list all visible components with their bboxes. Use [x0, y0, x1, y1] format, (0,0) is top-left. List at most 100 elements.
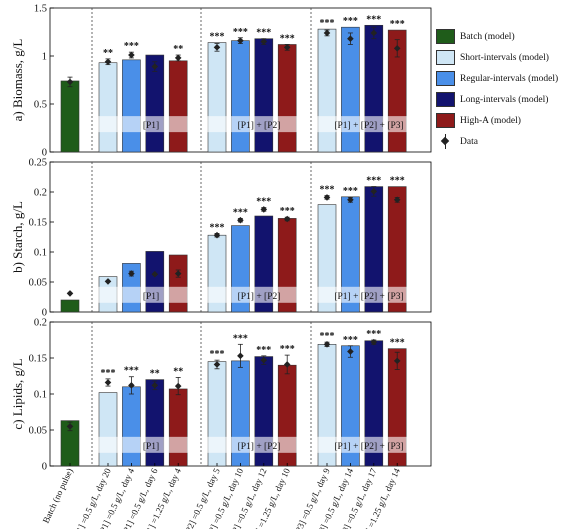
data-point-1-12 [393, 196, 401, 204]
legend-swatch-batch [436, 29, 455, 44]
data-point-1-10 [347, 196, 354, 204]
data-point-1-4 [174, 270, 182, 277]
significance-1-6: *** [233, 207, 248, 218]
y-tick-label-2-4: 0.2 [34, 318, 47, 329]
significance-2-8: *** [280, 344, 295, 355]
bar-2-1 [98, 392, 118, 467]
data-point-0-0 [66, 78, 74, 86]
bar-1-4 [168, 254, 188, 313]
bar-0-9 [317, 28, 337, 153]
data-point-1-2 [128, 270, 135, 277]
group-label-0-2: [P1] + [P2] + [P3] [334, 121, 403, 131]
legend-item-batch: Batch (model) [436, 28, 564, 45]
data-point-0-11 [370, 29, 378, 37]
legend-swatch-regular [436, 71, 455, 86]
group-label-1-0: [P1] [143, 292, 159, 302]
data-point-0-6 [237, 37, 244, 44]
group-band-2-2 [315, 436, 411, 453]
data-point-0-12 [393, 45, 401, 52]
significance-2-5: *** [210, 349, 225, 360]
data-point-2-7 [260, 356, 268, 364]
data-point-0-10 [347, 35, 354, 43]
y-tick-label-0-2: 1 [42, 52, 47, 63]
data-point-0-5 [213, 44, 221, 51]
data-point-1-8 [283, 215, 291, 223]
bar-0-2 [122, 59, 141, 153]
significance-0-7: *** [256, 28, 271, 39]
data-point-1-3 [151, 270, 159, 278]
legend-label-long: Long-intervals (model) [460, 94, 549, 105]
significance-0-6: *** [233, 27, 248, 38]
group-label-0-1: [P1] + [P2] [238, 121, 281, 131]
y-axis-label-2: c) Lipids, g/L [10, 358, 25, 429]
data-point-2-6 [237, 352, 244, 360]
y-tick-label-0-1: 0.5 [34, 100, 47, 111]
significance-2-4: ** [173, 366, 183, 377]
legend-item-regular: Regular-intervals (model) [436, 70, 564, 87]
significance-2-1: *** [101, 368, 116, 379]
group-label-2-2: [P1] + [P2] + [P3] [334, 442, 403, 452]
data-point-1-6 [237, 216, 244, 224]
significance-0-9: *** [320, 18, 335, 29]
bar-0-4 [168, 60, 188, 153]
y-tick-label-0-3: 1.5 [34, 4, 47, 15]
y-axis-label-0: a) Biomass, g/L [10, 39, 25, 122]
data-point-2-0 [66, 423, 74, 430]
data-point-1-7 [260, 206, 268, 213]
y-tick-label-0-0: 0 [42, 148, 47, 159]
bar-0-11 [364, 24, 384, 153]
bar-0-7 [254, 38, 274, 153]
x-tick-label-0: Batch (no pulse) [41, 467, 75, 525]
bar-1-0 [60, 299, 80, 313]
significance-0-5: *** [210, 32, 225, 43]
group-band-0-2 [315, 116, 411, 133]
significance-2-11: *** [366, 329, 381, 340]
data-point-2-2 [128, 382, 135, 389]
significance-0-12: *** [390, 19, 405, 30]
legend-item-long: Long-intervals (model) [436, 91, 564, 108]
legend-label-short: Short-intervals (model) [460, 52, 549, 63]
legend-label-data: Data [460, 136, 478, 147]
data-point-0-7 [260, 38, 268, 45]
y-axis-label-1: b) Starch, g/L [10, 201, 25, 273]
data-point-1-5 [213, 231, 221, 239]
y-tick-label-1-1: 0.05 [29, 278, 47, 289]
bar-2-3 [145, 379, 165, 467]
significance-0-2: *** [124, 41, 139, 52]
data-point-2-4 [174, 382, 182, 390]
bar-2-4 [168, 388, 188, 467]
significance-1-9: *** [320, 185, 335, 196]
significance-1-10: *** [343, 186, 358, 197]
data-point-2-5 [213, 361, 221, 368]
significance-2-9: *** [320, 331, 335, 342]
bar-0-8 [277, 44, 297, 153]
significance-1-12: *** [390, 176, 405, 187]
significance-0-1: ** [103, 48, 113, 59]
significance-2-3: ** [150, 369, 160, 380]
data-point-2-3 [151, 382, 159, 389]
data-point-1-1 [104, 278, 112, 285]
y-tick-label-1-3: 0.15 [29, 218, 47, 229]
significance-2-10: *** [343, 335, 358, 346]
group-label-1-2: [P1] + [P2] + [P3] [334, 292, 403, 302]
significance-1-11: *** [366, 176, 381, 187]
data-point-2-10 [347, 348, 354, 355]
y-tick-label-1-2: 0.1 [34, 248, 47, 259]
y-tick-label-1-4: 0.2 [34, 188, 47, 199]
data-point-0-4 [174, 54, 182, 62]
group-label-2-1: [P1] + [P2] [238, 442, 281, 452]
bar-1-3 [145, 251, 165, 313]
legend-item-data: Data [436, 133, 564, 150]
data-point-2-1 [104, 379, 112, 386]
y-tick-label-1-5: 0.25 [29, 158, 47, 169]
legend-swatch-higha [436, 113, 455, 128]
data-point-1-9 [323, 194, 331, 201]
significance-1-8: *** [280, 206, 295, 217]
legend-item-higha: High-A (model) [436, 112, 564, 129]
group-band-1-2 [315, 286, 411, 303]
y-tick-label-2-1: 0.05 [29, 426, 47, 437]
significance-2-6: *** [233, 333, 248, 344]
bar-0-10 [341, 26, 360, 153]
data-point-1-0 [66, 290, 74, 297]
legend: Batch (model) Short-intervals (model) Re… [436, 28, 564, 154]
